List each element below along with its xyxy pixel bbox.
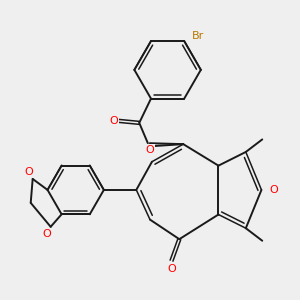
Text: O: O: [269, 185, 278, 195]
Text: O: O: [167, 264, 176, 274]
Text: Br: Br: [192, 31, 204, 41]
Text: O: O: [42, 229, 51, 239]
Text: O: O: [146, 145, 154, 155]
Text: O: O: [24, 167, 33, 177]
Text: O: O: [110, 116, 118, 126]
